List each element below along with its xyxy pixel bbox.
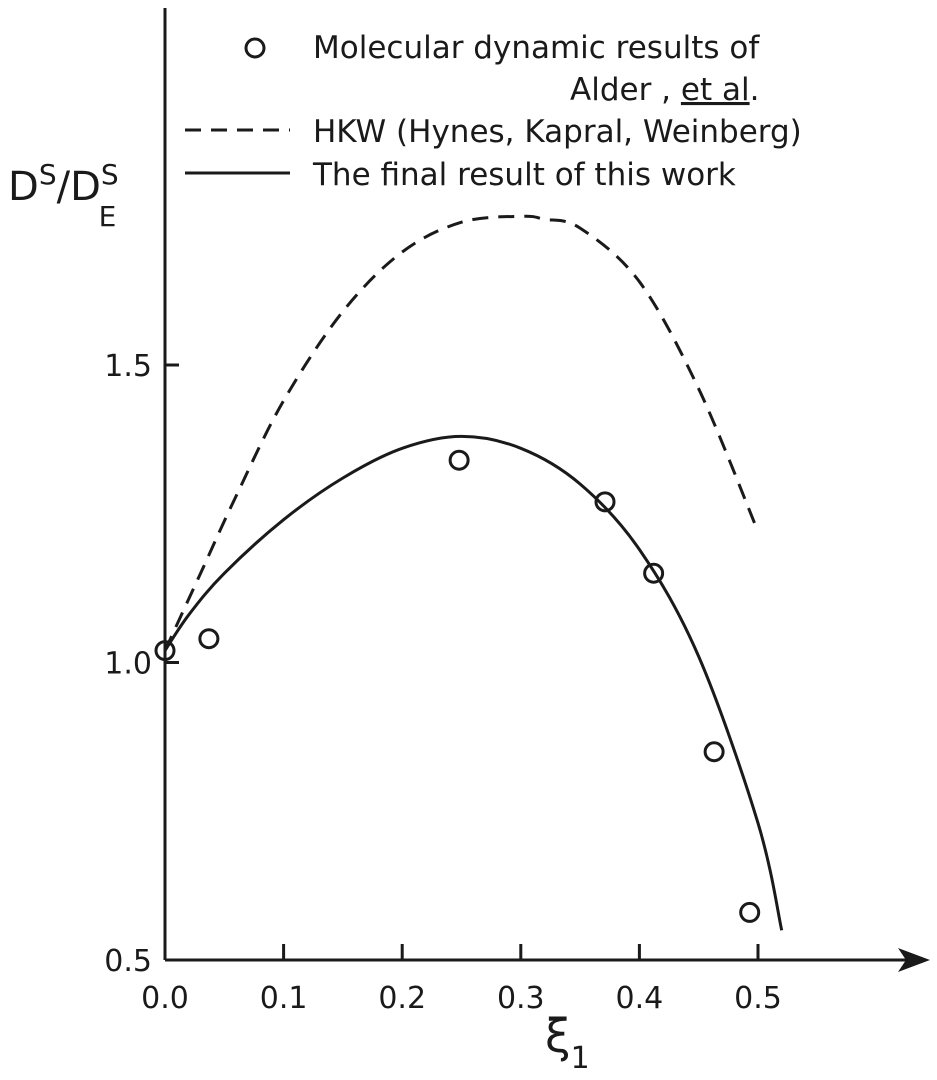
md-data-point <box>154 640 176 662</box>
legend-label-alder: Alder , et al. <box>570 72 759 108</box>
md-data-point <box>448 449 470 471</box>
y-tick-label: 1.5 <box>104 349 152 384</box>
md-data-point <box>594 491 616 513</box>
legend-label-hkw: HKW (Hynes, Kapral, Weinberg) <box>313 114 802 150</box>
x-tick-label: 0.3 <box>497 981 545 1016</box>
x-axis-label: ξ1 <box>545 1009 590 1076</box>
x-tick-label: 0.4 <box>616 981 664 1016</box>
md-data-point <box>198 628 220 650</box>
md-data-point <box>739 901 761 923</box>
md-data-point <box>643 562 665 584</box>
series-layer <box>154 214 784 931</box>
y-axis-label: DS/DS E <box>8 158 119 233</box>
x-tick-label: 0.1 <box>260 981 308 1016</box>
x-tick-label: 0.2 <box>378 981 426 1016</box>
legend-label-this-work: The final result of this work <box>312 157 736 193</box>
legend-label-molecular: Molecular dynamic results of <box>313 30 760 66</box>
legend-circle-marker <box>244 37 266 59</box>
y-tick-label: 1.0 <box>104 647 152 682</box>
x-tick-label: 0.0 <box>141 981 189 1016</box>
legend: Molecular dynamic results of Alder , et … <box>185 30 802 193</box>
md-data-point <box>703 741 725 763</box>
x-axis-arrowhead <box>898 948 930 972</box>
y-tick-label: 0.5 <box>104 944 152 979</box>
final-result-solid-curve <box>163 434 784 931</box>
x-ticks: 0.0 0.1 0.2 0.3 0.4 0.5 <box>141 944 782 1016</box>
hkw-dashed-curve <box>163 214 760 652</box>
legend-et-al: et al <box>681 72 750 108</box>
x-tick-label: 0.5 <box>734 981 782 1016</box>
y-ticks: 0.5 1.0 1.5 <box>104 349 179 979</box>
